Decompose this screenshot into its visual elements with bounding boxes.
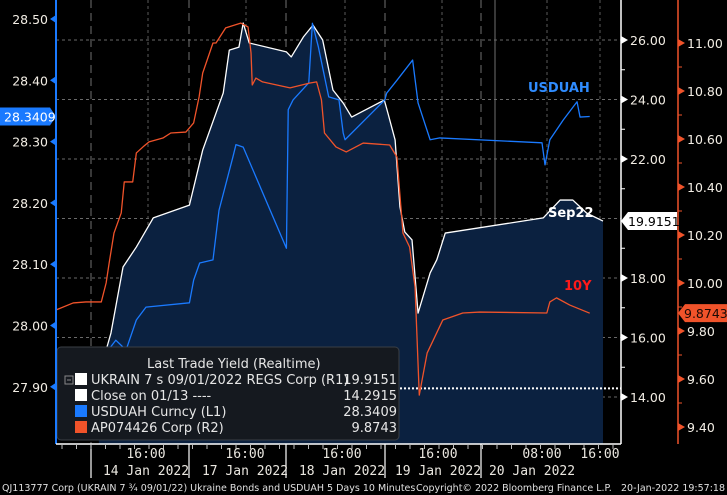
right1-last-value-tag: 19.9151: [621, 212, 680, 231]
x-tick-time: 16:00: [225, 447, 264, 462]
right2-tick-arrow: [678, 327, 685, 335]
right1-tick-label: 26.00: [630, 33, 666, 48]
left-axis-ticks: 28.50 28.40 28.30 28.20 28.10 28.00 27.90: [12, 12, 56, 395]
left-tick-arrow: [50, 260, 56, 269]
x-tick-date: 17 Jan 2022: [202, 464, 288, 479]
right1-tick-arrow: [621, 333, 628, 342]
x-tick-time: 16:00: [418, 447, 457, 462]
series-line-10y: [56, 22, 590, 396]
left-tick-arrow: [50, 382, 56, 391]
legend-label-close: Close on 01/13 ----: [91, 389, 212, 404]
collapse-icon[interactable]: [64, 375, 74, 385]
right1-tick-label: 24.00: [630, 93, 666, 108]
right1-tick-label: 16.00: [630, 331, 666, 346]
footer-security-description: QJ113777 Corp (UKRAIN 7 ¾ 09/01/22) Ukra…: [2, 483, 415, 494]
right2-tick-arrow: [678, 87, 685, 95]
legend-swatch-sep22: [75, 373, 87, 385]
x-tick-time: 16:00: [322, 447, 361, 462]
legend-title: Last Trade Yield (Realtime): [147, 357, 321, 372]
left-tick-arrow: [50, 76, 56, 85]
annotation-10y: 10Y: [564, 279, 592, 294]
x-tick-time: 16:00: [580, 447, 619, 462]
series-area-sep22: [98, 23, 604, 444]
right2-last-value: 9.8743: [684, 306, 727, 321]
right2-tick-label: 10.40: [687, 180, 723, 195]
left-last-value: 28.3409: [4, 110, 56, 125]
right1-tick-label: 22.00: [630, 152, 666, 167]
right1-tick-label: 18.00: [630, 271, 666, 286]
right2-axis-ticks: 11.00 10.80 10.60 10.40 10.20 10.00 9.80 9.60 9.…: [678, 36, 723, 435]
left-tick-label: 28.00: [12, 319, 48, 334]
left-tick-label: 28.50: [12, 12, 48, 27]
right2-tick-label: 11.00: [687, 36, 723, 51]
left-tick-label: 28.30: [12, 135, 48, 150]
right1-axis-ticks: 26.00 24.00 22.00 18.00 16.00 14.00: [621, 33, 666, 405]
legend-swatch-close: [75, 389, 87, 401]
right2-tick-label: 10.00: [687, 276, 723, 291]
x-tick-date: 18 Jan 2022: [299, 464, 385, 479]
legend-swatch-usduah: [75, 405, 87, 417]
series-line-sep22: [98, 22, 604, 388]
right1-tick-arrow: [621, 155, 628, 163]
left-tick-label: 27.90: [12, 380, 48, 395]
left-last-value-tag: 28.3409: [0, 107, 56, 126]
left-tick-arrow: [50, 15, 56, 23]
right2-tick-arrow: [678, 39, 685, 47]
right2-last-value-tag: 9.8743: [678, 304, 727, 323]
right2-tick-arrow: [678, 135, 685, 143]
legend-value-usduah: 28.3409: [343, 405, 397, 420]
left-tick-label: 28.40: [12, 73, 48, 88]
series-line-usduah: [55, 22, 590, 388]
right2-tick-label: 10.60: [687, 132, 723, 147]
right2-tick-label: 10.20: [687, 228, 723, 243]
annotation-sep22: Sep22: [548, 206, 594, 221]
right1-tick-arrow: [621, 95, 628, 104]
right2-tick-label: 9.80: [687, 324, 715, 339]
right2-tick-label: 10.80: [687, 84, 723, 99]
right2-tick-label: 9.60: [687, 372, 715, 387]
x-tick-date: 14 Jan 2022: [103, 464, 189, 479]
x-tick-date: 19 Jan 2022: [395, 464, 481, 479]
legend-label-sep22: UKRAIN 7 s 09/01/2022 REGS Corp (R1): [91, 373, 348, 388]
series-lines: [55, 22, 604, 396]
legend-value-sep22: 19.9151: [343, 373, 397, 388]
x-tick-date: 20 Jan 2022: [489, 464, 575, 479]
series-fill: [98, 23, 604, 444]
legend-value-close: 14.2915: [343, 389, 397, 404]
left-tick-label: 28.10: [12, 257, 48, 272]
footer-timestamp: 20-Jan-2022 19:57:18: [621, 483, 725, 494]
right2-tick-arrow: [678, 423, 685, 431]
x-axis-ticks: 16:00 14 Jan 2022 16:00 17 Jan 2022 16:00 18 …: [61, 444, 620, 479]
right2-tick-label: 9.40: [687, 420, 715, 435]
right2-tick-arrow: [678, 279, 685, 287]
legend-swatch-10y: [75, 421, 87, 433]
right1-tick-arrow: [621, 36, 628, 44]
legend-label-usduah: USDUAH Curncy (L1): [91, 405, 226, 420]
legend[interactable]: Last Trade Yield (Realtime) UKRAIN 7 s 0…: [56, 346, 400, 441]
legend-value-10y: 9.8743: [352, 421, 398, 436]
footer-copyright: Copyright© 2022 Bloomberg Finance L.P.: [416, 483, 612, 494]
left-tick-label: 28.20: [12, 196, 48, 211]
left-tick-arrow: [50, 198, 56, 207]
right1-tick-arrow: [621, 393, 628, 401]
right1-tick-arrow: [621, 274, 628, 282]
right2-tick-arrow: [678, 183, 685, 191]
x-tick-time: 08:00: [522, 447, 561, 462]
right1-last-value: 19.9151: [628, 214, 680, 229]
right2-tick-arrow: [678, 231, 685, 239]
annotation-usduah: USDUAH: [528, 81, 590, 96]
right1-tick-label: 14.00: [630, 390, 666, 405]
left-tick-arrow: [50, 137, 56, 146]
right2-tick-arrow: [678, 375, 685, 383]
legend-label-10y: AP074426 Corp (R2): [91, 421, 224, 436]
x-tick-time: 16:00: [126, 447, 165, 462]
left-tick-arrow: [50, 321, 56, 330]
